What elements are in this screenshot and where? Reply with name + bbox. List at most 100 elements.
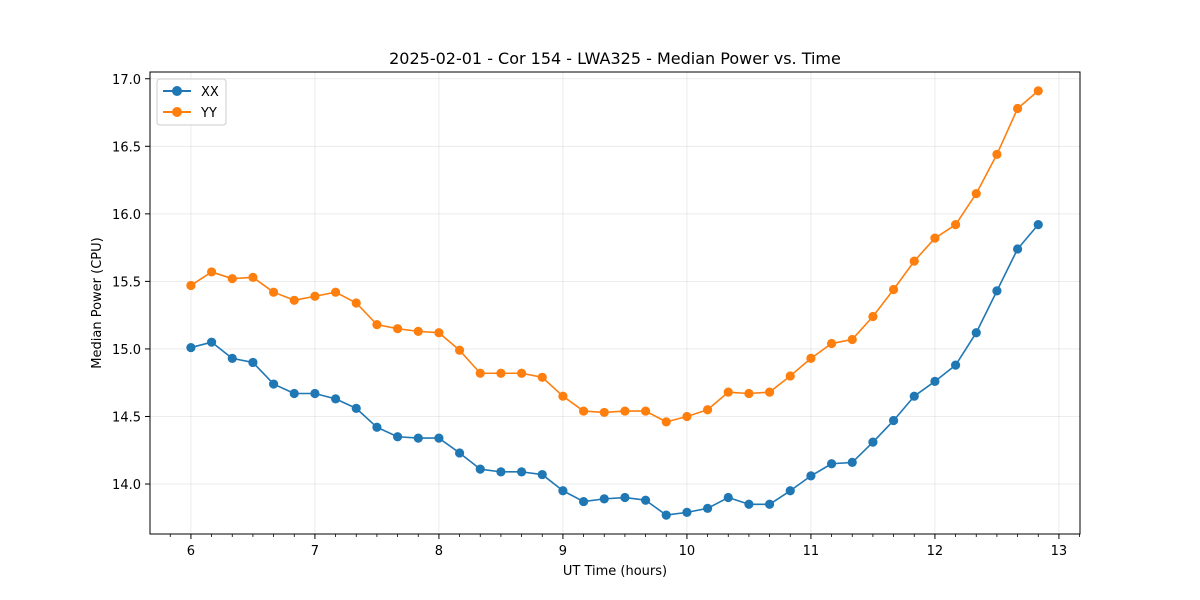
data-point-yy [413,326,423,336]
legend-marker-xx [172,86,182,96]
data-point-yy [682,411,692,422]
data-point-xx [723,492,733,503]
data-point-xx [640,495,651,505]
data-point-yy [351,298,361,308]
data-point-yy [289,295,299,305]
x-tick-label: 8 [435,544,443,559]
data-point-yy [764,387,775,397]
data-point-yy [392,324,403,334]
data-point-yy [516,368,527,378]
data-point-yy [372,320,382,330]
data-point-yy [599,407,609,418]
data-point-yy [248,272,258,282]
x-axis-label: UT Time (hours) [563,564,667,579]
y-tick-label: 15.5 [112,275,141,290]
data-point-xx [454,448,465,458]
data-point-xx [620,492,630,503]
data-point-xx [330,394,341,404]
data-point-yy [454,345,465,355]
data-point-yy [558,391,568,401]
data-point-xx [392,432,403,442]
data-point-xx [930,376,940,386]
data-point-xx [268,379,279,389]
data-point-xx [599,494,609,504]
legend: XX YY [156,78,227,126]
x-tick-label: 10 [679,544,696,559]
axis-ticks: 6 7 8 9 10 11 12 13 14.0 14.5 15.0 15.5 16.0 16.5 17.0 [112,73,1080,559]
data-point-yy [868,311,878,322]
data-point-xx [702,503,713,513]
x-tick-label: 6 [187,544,195,559]
data-point-yy [806,353,816,363]
data-point-xx [1033,220,1043,230]
legend-label-yy: YY [200,106,217,121]
data-point-yy [227,274,237,284]
data-point-yy [578,406,589,416]
data-point-yy [847,334,857,345]
data-point-xx [310,388,320,399]
data-point-xx [578,496,589,507]
data-point-xx [764,499,775,509]
data-point-xx [992,286,1002,296]
data-point-xx [516,467,527,477]
data-point-xx [434,433,444,443]
data-point-yy [785,371,795,381]
data-point-xx [351,403,361,413]
x-tick-label: 9 [559,544,567,559]
data-point-yy [620,406,630,416]
data-point-xx [950,360,961,370]
data-point-yy [186,280,196,291]
data-point-xx [558,486,568,496]
x-tick-label: 11 [803,544,820,559]
data-point-yy [475,368,485,378]
data-point-xx [785,486,795,496]
data-point-yy [971,188,981,199]
data-point-yy [723,387,733,397]
y-axis-label: Median Power (CPU) [90,237,105,368]
data-point-yy [1012,103,1023,114]
data-point-xx [496,467,506,477]
data-point-xx [248,357,258,368]
data-point-xx [806,471,816,481]
data-point-xx [206,337,217,347]
data-point-xx [888,415,899,426]
data-point-xx [826,459,837,469]
data-point-yy [310,291,320,301]
data-point-yy [909,256,919,266]
data-point-yy [496,368,506,378]
data-point-xx [372,422,382,432]
data-point-xx [847,457,857,468]
data-point-yy [640,406,651,416]
data-point-xx [475,464,485,474]
plot-series [186,86,1043,520]
data-point-yy [702,405,713,415]
data-point-xx [682,507,692,517]
data-point-yy [950,220,961,230]
data-point-yy [826,338,837,349]
y-tick-label: 17.0 [112,73,141,88]
y-tick-label: 14.0 [112,478,141,493]
x-tick-label: 12 [927,544,944,559]
legend-label-xx: XX [201,85,219,100]
data-point-yy [888,284,899,295]
data-point-xx [971,328,981,338]
data-point-xx [186,342,196,353]
y-tick-label: 16.5 [112,140,141,155]
data-point-xx [289,388,299,399]
data-point-yy [930,233,940,243]
plot-frame [149,71,1081,535]
legend-marker-yy [172,107,182,117]
data-point-yy [537,372,547,382]
data-point-yy [330,287,341,297]
data-point-yy [992,149,1002,160]
data-point-yy [1033,86,1043,96]
data-point-xx [227,353,237,363]
data-point-xx [868,437,878,447]
data-point-yy [661,417,671,427]
x-tick-label: 13 [1051,544,1068,559]
data-point-xx [413,433,423,443]
data-point-xx [909,391,919,401]
data-point-xx [744,499,754,509]
x-tick-label: 7 [311,544,319,559]
